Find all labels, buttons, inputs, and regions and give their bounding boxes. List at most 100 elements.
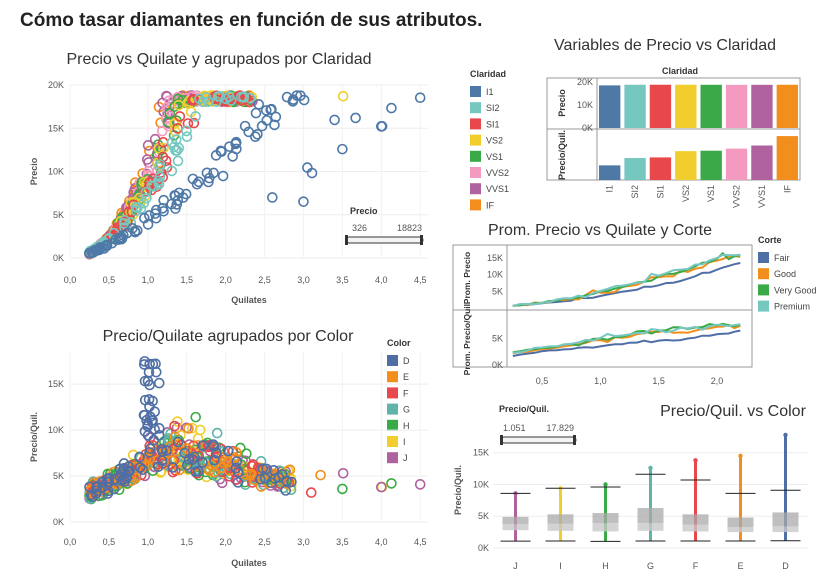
legend-swatch[interactable] [470,150,481,162]
legend-swatch[interactable] [758,300,769,312]
scatter-outlier-point [414,92,426,104]
precio-filter[interactable]: Precio 326 18823 [345,206,424,245]
scatter-point [281,91,293,103]
box-x-tick: F [693,561,699,571]
scatter-point [222,445,234,457]
legend-label: E [403,372,409,382]
box-y-tick: 10K [473,479,489,489]
scatter-point [150,204,162,216]
legend-swatch[interactable] [387,355,398,366]
scatter-point [236,91,247,103]
scatter-point [142,140,154,151]
y-tick-label: 10K [48,167,64,177]
scatter-point [161,101,173,113]
scatter-point [188,117,200,129]
box-x-tick: H [602,561,609,571]
legend-swatch[interactable] [758,268,769,280]
bar [751,84,773,128]
scatter-point [239,120,251,132]
x-tick-label: 2,0 [219,537,232,547]
legend-label: D [403,356,410,366]
precio-quil-filter[interactable]: Precio/Quil. 1.051 17.829 [499,404,577,445]
bar [776,84,798,128]
legend-swatch[interactable] [470,199,481,211]
scatter-point [227,151,238,162]
legend-swatch[interactable] [387,403,398,415]
legend-swatch[interactable] [387,419,398,431]
scatter-point [170,465,181,476]
legend-swatch[interactable] [470,167,481,178]
scatter-point [147,395,158,407]
precio-range-handle-min[interactable] [345,235,348,245]
scatter-outlier-point [315,469,326,481]
box-lower [502,524,529,531]
legend-label: Good [774,269,796,279]
box-upper [772,512,799,527]
line-y-tick: 0K [492,360,503,370]
box-x-tick: I [559,561,562,571]
legend-corte[interactable]: Corte Fair Good Very Good Premium [758,235,817,312]
precio-quil-range-track[interactable] [500,436,577,444]
legend-swatch[interactable] [470,118,481,130]
scatter-outlier-point [414,479,426,490]
scatter-point [154,159,166,170]
scatter-point [144,358,155,370]
scatter-outlier-point [386,478,397,489]
precio-quil-filter-min: 1.051 [503,423,526,433]
scatter-outlier-point [305,487,317,498]
legend-swatch[interactable] [758,284,769,296]
scatter-point [255,473,266,485]
precio-filter-label: Precio [350,206,378,216]
scatter-point [188,451,200,463]
x-tick-label: 4,0 [375,537,388,547]
box-max-point [693,458,698,463]
box-x-tick: D [782,561,789,571]
bar [599,165,621,180]
scatter-point [108,483,120,495]
scatter-point [173,99,184,111]
precio-quil-range-handle-min[interactable] [500,435,503,445]
legend-swatch[interactable] [470,183,481,195]
scatter-outlier-point [329,114,340,126]
scatter-point [171,145,183,156]
legend-swatch[interactable] [470,134,481,146]
x-tick-label: 1,0 [142,537,155,547]
line-y-tick: 5K [492,286,503,296]
legend-label: I [403,437,406,447]
box-max-point [603,482,608,487]
legend-swatch[interactable] [470,102,481,114]
box-lower [682,524,709,532]
y-tick-label: 15K [48,123,64,133]
scatter-point [166,455,178,467]
legend-swatch[interactable] [387,436,398,447]
precio-range-handle-max[interactable] [420,235,423,245]
scatter-point [135,203,147,214]
scatter-point [174,464,185,476]
scatter-point [209,454,220,466]
legend-claridad[interactable]: Claridad I1 SI2 SI1 VS2 VS1 VVS2 VVS1 IF [470,69,509,211]
precio-range-track[interactable] [345,236,424,244]
precio-quil-range-handle-max[interactable] [573,435,576,445]
scatter-point [257,463,269,474]
legend-swatch[interactable] [387,371,398,383]
scatter-outlier-point [337,143,348,155]
scatter-point [269,119,280,131]
box-upper [682,514,709,525]
legend-swatch[interactable] [387,387,398,399]
legend-swatch[interactable] [387,452,398,464]
scatter-claridad-chart: Precio vs Quilate y agrupados por Clarid… [29,51,428,305]
scatter-point [142,430,154,441]
scatter-point [169,420,180,432]
box-max-point [648,465,653,471]
scatter-point [204,465,215,476]
line-x-tick: 1,0 [594,376,607,386]
box-y-tick: 15K [473,448,489,458]
scatter-point [92,480,103,492]
legend-swatch[interactable] [758,252,769,263]
scatter-point [217,170,229,182]
box-upper [502,516,529,525]
legend-swatch[interactable] [470,86,481,97]
scatter-point [193,176,205,188]
